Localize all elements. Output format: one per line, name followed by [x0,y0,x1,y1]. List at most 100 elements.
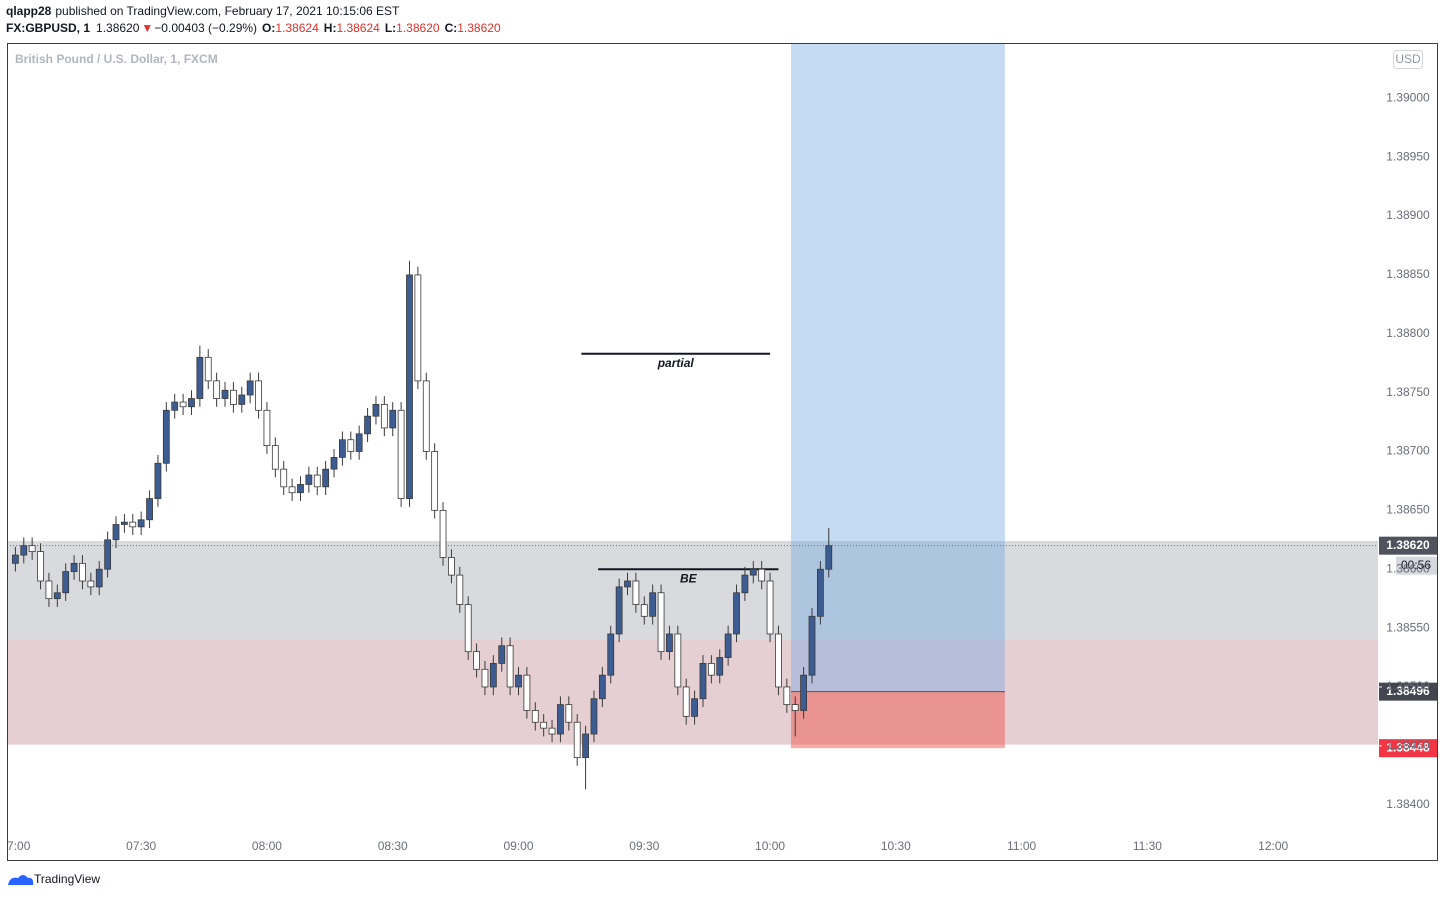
y-tick-label: 1.38400 [1386,797,1430,811]
candle-body [456,574,464,605]
zone [8,639,1378,745]
x-tick-label: 10:00 [755,839,785,853]
candle-body [154,462,162,499]
x-tick-label: 09:30 [629,839,659,853]
y-tick-label: 1.38850 [1386,267,1430,281]
stop-tag [1379,739,1437,758]
ohlc-value: 1.38624 [275,21,319,35]
candle-body [372,404,380,417]
x-tick-label: 11:30 [1133,839,1162,853]
candle-body [355,433,363,452]
x-tick-label: 07:00 [0,839,30,853]
position-stop [791,691,1005,749]
candle-body [506,645,514,688]
candle-body [305,474,313,485]
candle-body [330,456,338,470]
candle-body [557,704,564,735]
candle-body [45,580,53,600]
candle-body [758,568,766,582]
y-tick-label: 1.38450 [1386,738,1430,752]
candle-body [565,704,573,723]
candle-body [657,592,665,653]
candle-body [238,394,246,405]
candle-body [263,409,271,447]
countdown-tag [1396,556,1437,575]
candle-body [766,580,774,635]
candle-body [112,524,120,541]
y-tick-label: 1.38700 [1386,444,1430,458]
candle-body [481,668,489,688]
candle-body [11,554,19,564]
candle-body [171,401,179,411]
last-price: 1.38620 [96,21,140,35]
candle-body [816,568,824,617]
y-tick-label: 1.38650 [1386,503,1430,517]
candle-body [297,484,304,494]
candle-body [674,633,682,688]
candle-body [288,486,296,494]
x-tick-label: 07:30 [126,839,156,853]
ohlc-key: C: [445,21,458,35]
x-tick-label: 08:30 [378,839,408,853]
candle-body [523,674,531,711]
candle-body [649,592,657,617]
candle-body [448,557,455,576]
candle-body [389,409,397,429]
change: −0.00403 (−0.29%) [154,21,257,35]
y-tick-label: 1.38800 [1386,326,1430,340]
candle-body [162,409,170,464]
candle-body [414,274,422,382]
x-tick-label: 08:00 [252,839,282,853]
candle-body [313,474,321,488]
candle-body [682,686,690,717]
candle-body [196,356,204,399]
candle-body [666,633,673,653]
candle-body [364,415,371,435]
logo [8,875,34,885]
candle-body [221,389,229,399]
position-target [791,44,1005,692]
candle-body [775,633,782,688]
candle-body [800,674,808,711]
candle-body [422,380,430,452]
candle-body [255,380,262,411]
candle-body [213,380,221,399]
ohlc-value: 1.38620 [396,21,440,35]
candle-body [380,404,388,429]
y-tick-label: 1.38550 [1386,620,1430,634]
candle-body [347,439,355,452]
currency-label: USD [1395,52,1421,66]
ohlc-value: 1.38624 [336,21,380,35]
candle-body [825,545,833,570]
x-tick-label: 10:30 [881,839,911,853]
candle-body [598,674,606,700]
candle-body [246,380,254,396]
candle-body [79,562,86,582]
candle-body [724,633,732,658]
stop-tag-label: 1.38448 [1386,740,1430,754]
candle-body [230,389,237,405]
candle-body [741,574,749,594]
candle-body [53,592,61,600]
candle-body [707,663,715,676]
currency-button [1393,50,1423,69]
annotation-label: partial [657,356,695,370]
y-tick-label: 1.38750 [1386,385,1430,399]
candle-body [37,551,44,582]
x-tick-label: 09:00 [503,839,533,853]
candle-body [699,663,707,700]
candle-body [406,274,413,499]
candle-body [691,698,698,717]
candle-body [120,521,128,525]
footer-brand: TradingView [34,872,100,886]
symbol-info: FX:GBPUSD, 1 1.38620 ▼−0.00403 (−0.29%) O:1… [6,21,501,35]
candle-body [783,686,791,706]
candle-body [179,401,187,408]
candle-body [397,409,405,499]
y-tick-label: 1.38900 [1386,208,1430,222]
candle-body [87,580,95,588]
y-tick-label: 1.38950 [1386,149,1430,163]
candle-body [431,451,439,511]
publish-info: qlapp28 published on TradingView.com, Feb… [6,4,400,18]
candle-body [20,545,28,556]
